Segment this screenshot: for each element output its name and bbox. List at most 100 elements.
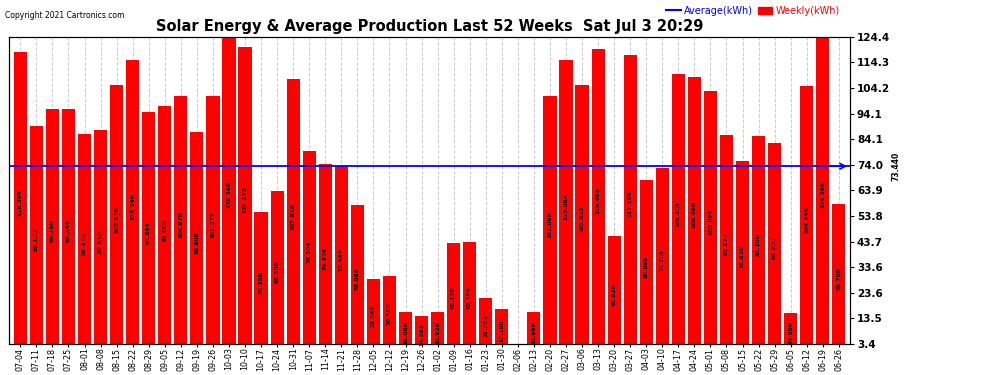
- Bar: [833, 204, 845, 353]
- Text: 101.272: 101.272: [211, 211, 216, 238]
- Text: 87.840: 87.840: [98, 230, 103, 253]
- Bar: [46, 108, 59, 353]
- Text: 94.864: 94.864: [147, 221, 151, 244]
- Text: 103.096: 103.096: [708, 209, 713, 235]
- Text: 105.615: 105.615: [579, 205, 584, 232]
- Bar: [431, 312, 445, 353]
- Bar: [528, 312, 541, 353]
- Bar: [640, 180, 652, 353]
- Bar: [158, 106, 171, 353]
- Text: 97.000: 97.000: [162, 218, 167, 241]
- Bar: [239, 47, 251, 353]
- Bar: [62, 109, 75, 353]
- Text: 73.446: 73.446: [339, 248, 344, 271]
- Bar: [575, 84, 589, 353]
- Title: Solar Energy & Average Production Last 52 Weeks  Sat Jul 3 20:29: Solar Energy & Average Production Last 5…: [155, 19, 703, 34]
- Text: 100.920: 100.920: [178, 211, 183, 238]
- Text: 85.820: 85.820: [724, 232, 729, 255]
- Text: 43.504: 43.504: [467, 286, 472, 309]
- Text: 55.388: 55.388: [258, 271, 263, 294]
- Text: 104.848: 104.848: [804, 206, 809, 233]
- Bar: [768, 143, 781, 353]
- Text: 15.606: 15.606: [788, 321, 793, 344]
- Text: 117.168: 117.168: [628, 190, 633, 217]
- Text: 82.500: 82.500: [772, 237, 777, 259]
- Text: 109.808: 109.808: [676, 200, 681, 226]
- Text: 15.928: 15.928: [435, 321, 441, 344]
- Bar: [559, 60, 572, 353]
- Text: 45.820: 45.820: [612, 283, 617, 306]
- Text: 79.304: 79.304: [307, 241, 312, 263]
- Text: 124.396: 124.396: [821, 182, 826, 208]
- Text: 14.384: 14.384: [419, 323, 424, 346]
- Text: 15.996: 15.996: [532, 321, 537, 344]
- Bar: [78, 134, 91, 353]
- Bar: [223, 0, 236, 353]
- Text: 119.464: 119.464: [596, 188, 601, 214]
- Bar: [591, 50, 605, 353]
- Bar: [447, 243, 460, 353]
- Bar: [14, 53, 27, 353]
- Bar: [399, 312, 412, 353]
- Text: 74.424: 74.424: [323, 247, 328, 270]
- Bar: [688, 77, 701, 353]
- Bar: [495, 309, 509, 353]
- Bar: [190, 132, 204, 353]
- Text: 75.620: 75.620: [740, 245, 745, 268]
- Text: 63.504: 63.504: [274, 261, 279, 284]
- Text: 120.272: 120.272: [243, 187, 248, 213]
- Text: 21.732: 21.732: [483, 314, 488, 337]
- Text: 30.380: 30.380: [387, 303, 392, 326]
- Bar: [655, 168, 669, 353]
- Text: 105.256: 105.256: [114, 206, 119, 232]
- Bar: [816, 37, 830, 353]
- Text: 86.908: 86.908: [194, 231, 199, 254]
- Text: 72.908: 72.908: [659, 249, 664, 272]
- Bar: [672, 74, 685, 353]
- Bar: [752, 136, 765, 353]
- Text: 43.160: 43.160: [451, 286, 456, 309]
- Bar: [30, 126, 43, 353]
- Bar: [511, 348, 525, 353]
- Bar: [544, 96, 556, 353]
- Legend: Average(kWh), Weekly(kWh): Average(kWh), Weekly(kWh): [662, 2, 843, 20]
- Bar: [784, 313, 797, 353]
- Text: 17.100: 17.100: [499, 320, 504, 342]
- Text: 115.092: 115.092: [563, 193, 568, 220]
- Bar: [254, 212, 267, 353]
- Bar: [143, 112, 155, 353]
- Text: 16.068: 16.068: [403, 321, 408, 344]
- Text: 108.496: 108.496: [692, 202, 697, 228]
- Text: 89.120: 89.120: [34, 228, 39, 251]
- Bar: [367, 279, 380, 353]
- Text: 96.160: 96.160: [50, 219, 55, 242]
- Bar: [736, 161, 749, 353]
- Bar: [110, 86, 123, 353]
- Bar: [319, 164, 332, 353]
- Bar: [479, 297, 492, 353]
- Text: Copyright 2021 Cartronics.com: Copyright 2021 Cartronics.com: [5, 11, 125, 20]
- Text: 29.048: 29.048: [371, 304, 376, 327]
- Text: 73.440: 73.440: [892, 152, 901, 181]
- Bar: [206, 96, 220, 353]
- Bar: [624, 55, 637, 353]
- Bar: [303, 152, 316, 353]
- Bar: [94, 130, 107, 353]
- Bar: [720, 135, 733, 353]
- Bar: [126, 60, 140, 353]
- Bar: [800, 87, 813, 353]
- Bar: [383, 276, 396, 353]
- Text: 68.096: 68.096: [644, 255, 648, 278]
- Bar: [174, 96, 187, 353]
- Bar: [608, 236, 621, 353]
- Bar: [463, 242, 476, 353]
- Bar: [704, 91, 717, 353]
- Bar: [350, 205, 364, 353]
- Text: 139.548: 139.548: [227, 182, 232, 208]
- Text: 101.096: 101.096: [547, 211, 552, 238]
- Text: 96.144: 96.144: [66, 219, 71, 242]
- Text: 107.616: 107.616: [291, 202, 296, 229]
- Bar: [415, 316, 428, 353]
- Text: 86.140: 86.140: [82, 232, 87, 255]
- Bar: [286, 80, 300, 353]
